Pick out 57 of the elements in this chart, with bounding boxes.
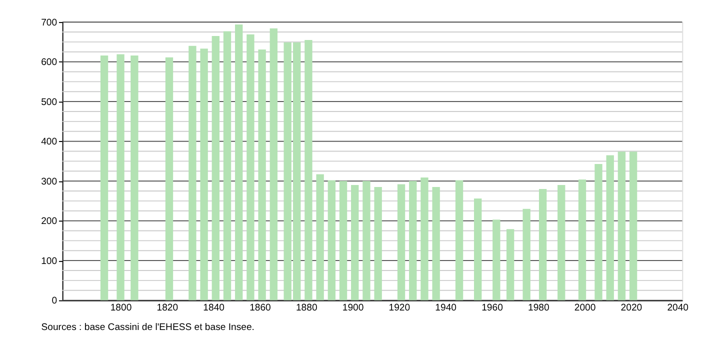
bar bbox=[116, 54, 124, 300]
bar bbox=[200, 48, 208, 300]
bar bbox=[594, 164, 602, 300]
bar bbox=[246, 34, 254, 300]
bar bbox=[522, 208, 530, 300]
x-tick-label: 1940 bbox=[435, 302, 456, 314]
bar bbox=[606, 155, 614, 300]
x-tick-label: 1960 bbox=[482, 302, 503, 314]
x-tick-label: 1800 bbox=[110, 302, 132, 314]
bar bbox=[618, 152, 626, 300]
bar bbox=[235, 24, 243, 300]
bar bbox=[130, 55, 138, 300]
bar bbox=[409, 181, 417, 300]
bar bbox=[212, 36, 220, 300]
x-tick-label: 2000 bbox=[574, 302, 596, 314]
x-tick-label: 1920 bbox=[388, 302, 410, 314]
x-tick-label: 1880 bbox=[296, 302, 318, 314]
x-tick-label: 1980 bbox=[528, 302, 550, 314]
bar bbox=[538, 189, 547, 300]
bar bbox=[362, 181, 370, 300]
bar bbox=[223, 31, 232, 300]
bar bbox=[258, 49, 266, 300]
bar bbox=[455, 180, 464, 300]
bar bbox=[629, 152, 638, 300]
source-note: Sources : base Cassini de l'EHESS et base Insee. bbox=[41, 322, 254, 334]
x-tick-label: 1900 bbox=[342, 302, 364, 314]
y-tick-label: 300 bbox=[41, 176, 58, 188]
y-tick-label: 100 bbox=[41, 256, 58, 267]
bar bbox=[492, 220, 500, 300]
bar bbox=[506, 229, 514, 300]
y-tick-label: 500 bbox=[41, 96, 58, 108]
y-tick-label: 700 bbox=[41, 17, 58, 28]
bar bbox=[304, 40, 312, 300]
bar bbox=[188, 46, 196, 300]
x-tick-label: 2020 bbox=[620, 302, 642, 314]
bar bbox=[339, 181, 348, 300]
bar bbox=[165, 57, 174, 300]
x-tick-label: 2040 bbox=[667, 302, 689, 314]
y-tick-label: 400 bbox=[41, 136, 58, 148]
bar bbox=[578, 179, 586, 300]
x-tick-label: 1820 bbox=[156, 302, 178, 314]
bar bbox=[420, 177, 428, 300]
y-tick-label: 600 bbox=[41, 57, 58, 68]
bar bbox=[270, 28, 278, 300]
bar bbox=[397, 184, 406, 300]
bar bbox=[316, 174, 324, 300]
y-tick-label: 0 bbox=[52, 296, 58, 307]
bar bbox=[328, 180, 336, 300]
bar bbox=[374, 187, 382, 300]
bar bbox=[100, 55, 108, 300]
bar bbox=[432, 187, 440, 300]
y-tick-label: 200 bbox=[41, 216, 58, 228]
x-tick-label: 1860 bbox=[250, 302, 271, 314]
bar bbox=[558, 185, 566, 300]
x-tick-label: 1840 bbox=[203, 302, 224, 314]
bar bbox=[474, 198, 482, 300]
bar bbox=[351, 185, 359, 300]
